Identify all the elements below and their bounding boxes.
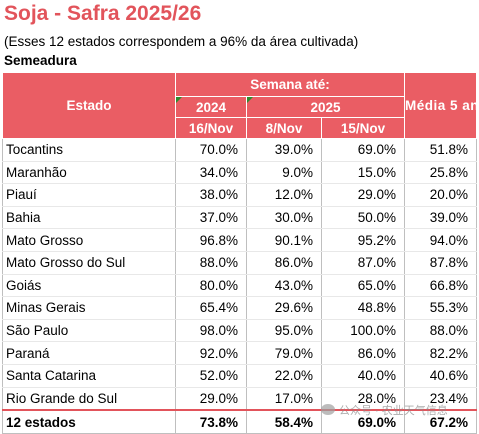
cell-v2024: 70.0%: [175, 138, 247, 162]
cell-v2024: 88.0%: [175, 251, 247, 275]
section-label: Semeadura: [4, 53, 77, 68]
cell-v15nov: 15.0%: [320, 161, 405, 185]
cell-v2024: 37.0%: [175, 206, 247, 230]
cell-estado: 12 estados: [2, 409, 176, 434]
header-estado: Estado: [2, 72, 176, 139]
header-semana: Semana até:: [174, 72, 406, 97]
cell-v8nov: 86.0%: [246, 251, 322, 275]
cell-media: 82.2%: [404, 341, 478, 365]
cell-v8nov: 9.0%: [246, 161, 322, 185]
cell-media: 94.0%: [404, 228, 478, 252]
cell-estado: Tocantins: [2, 138, 176, 162]
cell-v2024: 38.0%: [175, 183, 247, 207]
page-subtitle: (Esses 12 estados correspondem a 96% da …: [4, 34, 359, 49]
cell-v8nov: 79.0%: [246, 341, 322, 365]
cell-estado: Mato Grosso: [2, 228, 176, 252]
cell-media: 55.3%: [404, 296, 478, 320]
table-row: Goiás 80.0% 43.0% 65.0% 66.8%: [2, 274, 478, 298]
cell-estado: Santa Catarina: [2, 364, 176, 388]
cell-v2024: 96.8%: [175, 228, 247, 252]
table-row: Mato Grosso 96.8% 90.1% 95.2% 94.0%: [2, 228, 478, 252]
cell-media: 88.0%: [404, 319, 478, 343]
header-year-2024: 2024: [175, 96, 247, 118]
table-row: Paraná 92.0% 79.0% 86.0% 82.2%: [2, 341, 478, 365]
cell-v15nov: 69.0%: [320, 138, 405, 162]
cell-media: 51.8%: [404, 138, 478, 162]
cell-estado: São Paulo: [2, 319, 176, 343]
cell-v2024: 80.0%: [175, 274, 247, 298]
cell-v15nov: 40.0%: [320, 364, 405, 388]
cell-media: 87.8%: [404, 251, 478, 275]
cell-v2024: 73.8%: [175, 409, 247, 434]
semeadura-table: Estado Semana até: Média 5 anos 2024 202…: [2, 72, 478, 434]
cell-v15nov: 48.8%: [320, 296, 405, 320]
cell-v15nov: 86.0%: [320, 341, 405, 365]
cell-v15nov: 29.0%: [320, 183, 405, 207]
cell-v15nov: 28.0%: [320, 387, 405, 411]
cell-v8nov: 12.0%: [246, 183, 322, 207]
cell-v8nov: 90.1%: [246, 228, 322, 252]
table-row: São Paulo 98.0% 95.0% 100.0% 88.0%: [2, 319, 478, 343]
cell-estado: Rio Grande do Sul: [2, 387, 176, 411]
cell-v8nov: 43.0%: [246, 274, 322, 298]
cell-v8nov: 29.6%: [246, 296, 322, 320]
cell-v2024: 34.0%: [175, 161, 247, 185]
header-date-15nov: 15/Nov: [320, 117, 406, 139]
header-year-2025: 2025: [245, 96, 406, 118]
cell-v2024: 52.0%: [175, 364, 247, 388]
cell-v2024: 92.0%: [175, 341, 247, 365]
cell-v8nov: 58.4%: [246, 409, 322, 434]
table-row: Mato Grosso do Sul 88.0% 86.0% 87.0% 87.8%: [2, 251, 478, 275]
header-media: Média 5 anos: [404, 72, 478, 139]
cell-estado: Goiás: [2, 274, 176, 298]
cell-v15nov: 50.0%: [320, 206, 405, 230]
table-row: Minas Gerais 65.4% 29.6% 48.8% 55.3%: [2, 296, 478, 320]
cell-media: 25.8%: [404, 161, 478, 185]
table-row: Maranhão 34.0% 9.0% 15.0% 25.8%: [2, 161, 478, 185]
cell-estado: Paraná: [2, 341, 176, 365]
header-date-8nov: 8/Nov: [246, 117, 322, 139]
cell-v8nov: 95.0%: [246, 319, 322, 343]
cell-v15nov: 100.0%: [320, 319, 405, 343]
cell-estado: Bahia: [2, 206, 176, 230]
cell-v2024: 29.0%: [175, 387, 247, 411]
page-title: Soja - Safra 2025/26: [4, 2, 202, 25]
cell-estado: Minas Gerais: [2, 296, 176, 320]
wechat-icon: [321, 404, 335, 415]
cell-v2024: 98.0%: [175, 319, 247, 343]
cell-estado: Maranhão: [2, 161, 176, 185]
cell-v15nov: 87.0%: [320, 251, 405, 275]
cell-estado: Piauí: [2, 183, 176, 207]
header-date-16nov: 16/Nov: [175, 117, 247, 139]
cell-media: 39.0%: [404, 206, 478, 230]
table-row: Bahia 37.0% 30.0% 50.0% 39.0%: [2, 206, 478, 230]
cell-media: 40.6%: [404, 364, 478, 388]
table-row: Rio Grande do Sul 29.0% 17.0% 28.0% 23.4%: [2, 387, 478, 411]
cell-estado: Mato Grosso do Sul: [2, 251, 176, 275]
table-row: Santa Catarina 52.0% 22.0% 40.0% 40.6%: [2, 364, 478, 388]
cell-v15nov: 95.2%: [320, 228, 405, 252]
cell-media: 20.0%: [404, 183, 478, 207]
cell-v15nov: 65.0%: [320, 274, 405, 298]
cell-v2024: 65.4%: [175, 296, 247, 320]
table-row: Tocantins 70.0% 39.0% 69.0% 51.8%: [2, 138, 478, 162]
cell-v8nov: 17.0%: [246, 387, 322, 411]
cell-v8nov: 30.0%: [246, 206, 322, 230]
cell-v8nov: 22.0%: [246, 364, 322, 388]
table-row: Piauí 38.0% 12.0% 29.0% 20.0%: [2, 183, 478, 207]
cell-media: 66.8%: [404, 274, 478, 298]
cell-v8nov: 39.0%: [246, 138, 322, 162]
watermark: 公众号 · 农业天气信息: [321, 402, 448, 418]
